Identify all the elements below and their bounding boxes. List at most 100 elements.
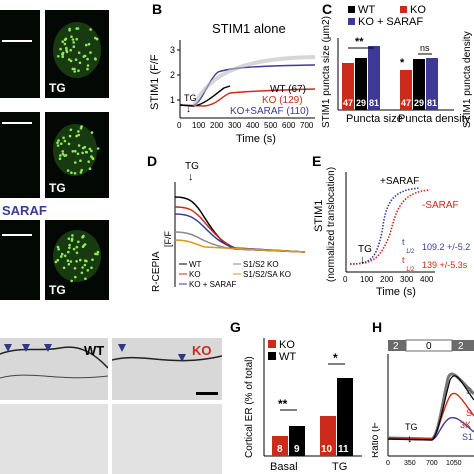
- panel-c: C WT KO KO + SARAF STIM1 puncta size (μm…: [321, 1, 473, 128]
- puncta-dot: [73, 172, 77, 175]
- c-ylabel-left: STIM1 puncta size (μm2): [321, 16, 332, 128]
- puncta-dot: [96, 147, 100, 150]
- puncta-dot: [73, 70, 76, 73]
- puncta-dot: [56, 245, 60, 249]
- puncta-dot: [85, 150, 88, 154]
- c-sig-ns: ns: [420, 43, 430, 53]
- b-xtick: 100: [192, 121, 206, 130]
- b-xtick: 600: [282, 121, 296, 130]
- c-bar-density-ko: [400, 70, 412, 110]
- puncta-dot: [72, 45, 76, 48]
- puncta-dot: [70, 35, 73, 38]
- puncta-dot: [85, 259, 88, 263]
- c-bar-size-ko: [342, 63, 354, 110]
- g-bar-tg-ko: [320, 416, 336, 456]
- micrograph-3-left: [0, 220, 40, 300]
- e-xtick: 0: [343, 275, 348, 284]
- panel-b-ylabel: STIM1 (F/F: [150, 54, 161, 110]
- puncta-dot: [69, 260, 73, 263]
- g-group-tg: TG: [332, 461, 347, 473]
- h-xtick: 1050: [446, 460, 462, 467]
- d-legend-s1s2sa: S1/S2/SA KO: [243, 270, 291, 279]
- d-legend-wt: WT: [189, 260, 202, 269]
- puncta-dot: [57, 139, 60, 142]
- puncta-dot: [59, 47, 62, 51]
- panel-d: D TG ↓ R-CEPIA [F/F WT KO KO + SARAF S1/…: [147, 153, 306, 292]
- puncta-dot: [56, 258, 60, 262]
- h-trace-blue: [387, 417, 474, 441]
- puncta-dot: [74, 58, 78, 61]
- h-bar-label-2: 0: [426, 341, 432, 352]
- c-legend-wt: WT: [358, 4, 375, 16]
- puncta-dot: [61, 40, 64, 43]
- em-image-wt-bottom: [0, 404, 108, 474]
- em-label-wt: WT: [84, 343, 105, 358]
- stim1-puncta-image-1: [53, 22, 101, 78]
- d-ylabel-top: [F/F: [163, 231, 173, 247]
- g-count: 11: [338, 444, 349, 455]
- d-ylabel: R-CEPIA: [151, 251, 162, 292]
- e-xtick: 400: [420, 275, 434, 284]
- e-thalf-1-sub: 1/2: [406, 249, 415, 255]
- b-xtick: 0: [177, 121, 182, 130]
- puncta-dot: [68, 243, 71, 247]
- em-image-wt-top: [0, 338, 109, 400]
- puncta-dot: [75, 251, 79, 255]
- puncta-dot: [75, 37, 78, 41]
- puncta-dot: [66, 169, 70, 172]
- puncta-dot: [68, 246, 71, 250]
- e-ylabel2: (normalized translocation): [326, 167, 337, 282]
- puncta-dot: [69, 48, 72, 52]
- puncta-dot: [75, 27, 78, 30]
- puncta-dot: [60, 252, 64, 256]
- e-arrow: ↓: [360, 254, 366, 266]
- puncta-dot: [67, 250, 70, 254]
- puncta-dot: [77, 130, 80, 133]
- panel-b-letter: B: [152, 1, 162, 17]
- micrograph-2-left: [0, 112, 40, 198]
- b-stimulus: TG: [184, 93, 197, 103]
- puncta-dot: [90, 131, 94, 134]
- puncta-dot: [89, 28, 92, 31]
- e-xlabel: Time (s): [376, 286, 416, 298]
- puncta-dot: [63, 254, 67, 258]
- micrograph-3-right: TG: [45, 220, 109, 300]
- puncta-dot: [77, 240, 80, 244]
- puncta-dot: [74, 275, 77, 279]
- puncta-dot: [81, 151, 84, 155]
- puncta-dot: [82, 55, 86, 58]
- tg-label-2: TG: [49, 181, 66, 195]
- c-count: 47: [401, 98, 411, 108]
- puncta-dot: [70, 171, 73, 174]
- h-arrow: ↓: [407, 433, 413, 445]
- e-stimulus: TG: [358, 244, 372, 255]
- g-sig-basal: **: [278, 397, 288, 411]
- d-trace-ko-saraf: [174, 213, 306, 253]
- c-ylabel-right: STIM1 puncta density: [462, 31, 473, 128]
- c-sig-size: **: [355, 36, 364, 48]
- puncta-dot: [58, 157, 62, 160]
- puncta-dot: [84, 277, 87, 280]
- puncta-dot: [59, 255, 63, 258]
- panel-e: E STIM1 (normalized translocation) +SARA…: [312, 153, 470, 298]
- puncta-dot: [77, 51, 81, 55]
- panel-b-xlabel: Time (s): [236, 133, 276, 145]
- em-label-ko: KO: [192, 343, 212, 358]
- puncta-dot: [67, 237, 71, 240]
- puncta-dot: [59, 154, 62, 157]
- panel-b-xticks: 0 100 200 300 400 500 600 700: [177, 121, 314, 130]
- puncta-dot: [94, 36, 97, 40]
- puncta-dot: [63, 139, 67, 143]
- c-bar-density-ko-saraf: [426, 58, 438, 110]
- c-count: 47: [343, 98, 353, 108]
- puncta-dot: [90, 149, 93, 153]
- b-legend-ko-saraf: KO+SARAF (110): [230, 106, 309, 117]
- b-ytick: 3: [170, 45, 175, 55]
- g-count: 10: [321, 444, 333, 455]
- b-xtick: 200: [210, 121, 224, 130]
- h-trace-label: S: [466, 408, 472, 418]
- b-xtick: 500: [264, 121, 278, 130]
- puncta-dot: [57, 55, 60, 58]
- h-bar-label-1: 2: [393, 341, 399, 352]
- e-label-minus-saraf: -SARAF: [422, 200, 459, 211]
